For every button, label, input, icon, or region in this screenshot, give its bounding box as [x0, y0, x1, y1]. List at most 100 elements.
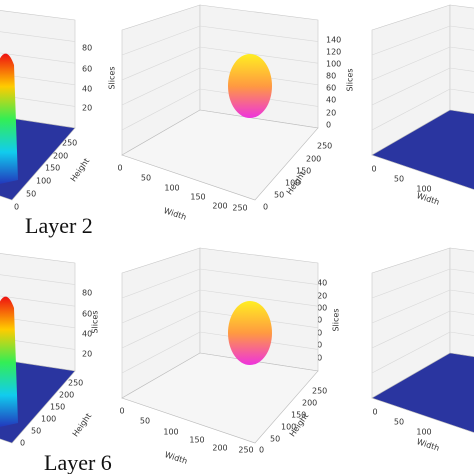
width-axis-label: Width [416, 437, 441, 453]
grid-line [121, 310, 201, 349]
height-tick-label: 200 [306, 155, 321, 164]
width-tick-label: 100 [163, 428, 178, 437]
z-tick-label: 40 [326, 96, 336, 105]
width-tick-label: 50 [394, 418, 404, 427]
surface-blob [0, 53, 18, 184]
z-tick-label: 60 [82, 65, 92, 74]
width-axis-label: Width [164, 450, 189, 466]
floor [0, 116, 76, 201]
height-tick-label: 100 [285, 179, 300, 188]
height-axis-label: Height [69, 157, 92, 184]
grid-line [449, 331, 474, 336]
height-tick-label: 150 [296, 167, 311, 176]
z-tick-label: 20 [326, 109, 336, 118]
height-tick-label: 50 [31, 427, 41, 436]
z-axis-label: Slices [346, 68, 355, 91]
grid-line [371, 88, 451, 131]
grid-line [371, 310, 451, 349]
panel [371, 247, 474, 433]
z-axis-label: Slices [332, 308, 341, 331]
height-tick-label: 50 [274, 191, 284, 200]
grid-line [0, 338, 76, 350]
width-axis-label: Width [163, 206, 188, 222]
width-tick-label: 250 [232, 204, 247, 213]
grid-line [371, 331, 451, 374]
caption: Layer 2 [25, 213, 93, 238]
z-tick-label: 120 [326, 48, 341, 57]
width-tick-label: 100 [416, 185, 431, 194]
z-tick-label: 80 [326, 72, 336, 81]
grid-line [199, 25, 319, 42]
grid-line [371, 67, 451, 106]
grid-line [199, 46, 319, 64]
z-tick-label: 100 [326, 60, 341, 69]
grid-line [121, 289, 201, 324]
z-tick-label: 120 [312, 292, 327, 301]
z-tick-label: 140 [312, 279, 327, 288]
z-tick-label: 40 [82, 85, 92, 94]
height-tick-label: 250 [62, 139, 77, 148]
floor [0, 359, 76, 444]
width-tick-label: 100 [164, 184, 179, 193]
width-tick-label: 250 [238, 446, 253, 455]
grid-line [121, 46, 201, 81]
width-tick-label: 50 [141, 174, 151, 183]
z-axis-label: Slices [91, 310, 100, 333]
height-tick-label: 0 [259, 446, 264, 455]
grid-line [121, 67, 201, 106]
width-tick-label: 50 [394, 175, 404, 184]
grid-line [449, 88, 474, 93]
caption: Layer 6 [44, 450, 112, 474]
height-tick-label: 150 [50, 403, 65, 412]
z-tick-label: 0 [326, 121, 331, 130]
grid-line [0, 73, 76, 86]
height-tick-label: 250 [312, 387, 327, 396]
z-tick-label: 140 [326, 36, 341, 45]
height-tick-label: 200 [59, 391, 74, 400]
floor [121, 109, 319, 201]
width-tick-label: 0 [119, 407, 124, 416]
height-tick-label: 0 [14, 203, 19, 212]
grid-line [0, 295, 76, 307]
height-tick-label: 0 [263, 203, 268, 212]
grid-line [121, 88, 201, 131]
height-tick-label: 250 [68, 379, 83, 388]
grid-line [199, 289, 319, 307]
grid-line [371, 268, 451, 299]
height-tick-label: 50 [270, 435, 280, 444]
surface-blob [0, 296, 18, 427]
z-tick-label: 60 [326, 84, 336, 93]
back-wall-right [449, 247, 474, 357]
grid-line [121, 25, 201, 56]
grid-line [0, 95, 76, 107]
grid-line [0, 316, 76, 329]
grid-line [121, 331, 201, 374]
height-axis-label: Height [71, 412, 94, 439]
panel [0, 253, 76, 444]
height-tick-label: 150 [45, 164, 60, 173]
grid-line [199, 268, 319, 285]
width-tick-label: 0 [117, 164, 122, 173]
grid-line [371, 46, 451, 81]
z-tick-label: 60 [82, 310, 92, 319]
floor [371, 352, 474, 433]
panel [121, 247, 319, 444]
panel [0, 10, 76, 201]
grid-line [449, 268, 474, 273]
grid-line [371, 289, 451, 324]
grid-line [449, 289, 474, 294]
width-tick-label: 150 [189, 436, 204, 445]
z-tick-label: 20 [82, 350, 92, 359]
z-tick-label: 80 [82, 44, 92, 53]
width-tick-label: 0 [371, 165, 376, 174]
height-tick-label: 250 [317, 142, 332, 151]
grid-line [449, 310, 474, 315]
floor [121, 352, 319, 444]
z-axis-label: Slices [108, 66, 117, 89]
panel [371, 4, 474, 190]
z-tick-label: 80 [82, 289, 92, 298]
panel [121, 4, 319, 201]
height-tick-label: 100 [281, 423, 296, 432]
grid-line [0, 52, 76, 64]
